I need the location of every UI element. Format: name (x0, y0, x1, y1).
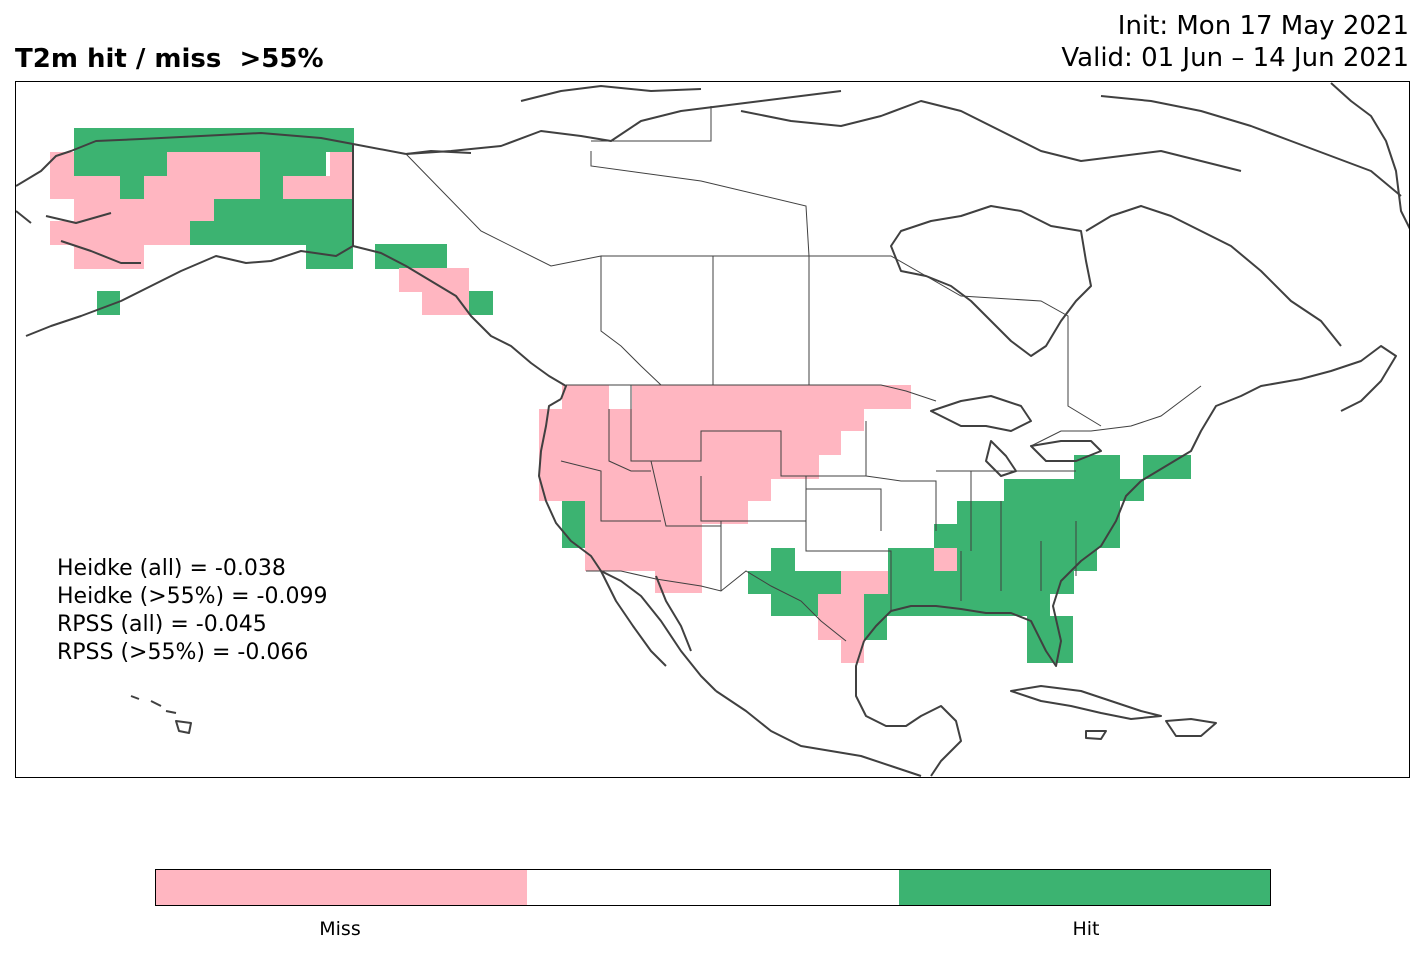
forecast-cells (50, 128, 1191, 663)
hit-cell (97, 291, 120, 315)
hit-cell (864, 594, 1050, 616)
miss-cell (539, 455, 819, 479)
baja-coast (600, 570, 692, 667)
hit-cell (888, 548, 1097, 571)
hit-cell (748, 571, 841, 594)
mexico-coast (715, 690, 922, 777)
arctic-coast (405, 85, 1402, 197)
miss-cell (50, 176, 120, 199)
hit-cell (74, 152, 167, 176)
colorbar (155, 869, 1271, 906)
jamaica (1085, 730, 1107, 740)
canada-provinces (405, 106, 1102, 427)
west-coast (538, 398, 717, 692)
hit-cell (771, 548, 795, 571)
hit-cell (306, 245, 353, 269)
miss-cell (283, 176, 353, 199)
us-states (560, 385, 1077, 611)
hit-cell (260, 176, 283, 199)
valid-range: Valid: 01 Jun – 14 Jun 2021 (1061, 43, 1409, 73)
cuba (1010, 685, 1162, 720)
miss-cell (818, 616, 864, 640)
init-date: Init: Mon 17 May 2021 (1117, 11, 1409, 41)
miss-cell (585, 548, 702, 571)
miss-cell (585, 524, 702, 548)
miss-cell (167, 152, 260, 199)
us-canada-border (566, 384, 1202, 447)
hit-cell (190, 221, 353, 245)
miss-cell (562, 385, 609, 409)
miss-cell (50, 221, 190, 245)
alaska-coast (16, 132, 472, 337)
hit-cell (1027, 640, 1073, 663)
miss-cell (585, 501, 748, 524)
labrador-coast (1085, 205, 1342, 347)
rpss-all: RPSS (all) = -0.045 (57, 612, 267, 637)
miss-cell (632, 385, 911, 409)
greenland-coast (1330, 82, 1409, 230)
hispaniola (1165, 718, 1217, 737)
colorbar-hit-label: Hit (1072, 918, 1100, 940)
map-panel (15, 81, 1410, 778)
miss-cell (330, 152, 353, 176)
hit-cell (1004, 479, 1144, 501)
miss-cell (539, 409, 864, 431)
hawaii (130, 695, 192, 734)
hit-cell (120, 176, 144, 199)
us-mexico-border (586, 570, 847, 642)
miss-cell (539, 479, 771, 501)
hit-cell (260, 152, 326, 176)
miss-cell (818, 594, 864, 616)
east-coast (1140, 345, 1397, 482)
miss-cell (841, 571, 888, 594)
miss-cell (144, 176, 167, 199)
colorbar-hit-segment (898, 870, 1270, 905)
colorbar-miss-label: Miss (319, 918, 361, 940)
hit-cell (957, 501, 1120, 524)
hit-cell (562, 501, 585, 548)
hit-cell (214, 199, 353, 221)
map-svg (16, 82, 1409, 777)
skill-scores: Heidke (all) = -0.038 Heidke (>55%) = -0… (57, 555, 327, 667)
plot-title: T2m hit / miss >55% (15, 44, 324, 74)
miss-cell (934, 548, 957, 571)
date-info: Init: Mon 17 May 2021 Valid: 01 Jun – 14… (1061, 10, 1409, 74)
colorbar-miss-segment (156, 870, 528, 905)
hudson-bay (890, 205, 1092, 357)
gulf-coast (855, 480, 1142, 777)
political-borders (352, 106, 1202, 642)
hit-cell (888, 571, 1074, 594)
colorbar-neutral-segment (527, 870, 899, 905)
bc-coast (352, 245, 567, 400)
rpss-55: RPSS (>55%) = -0.066 (57, 640, 309, 665)
hit-cell (469, 291, 493, 315)
miss-cell (50, 152, 74, 176)
miss-cell (74, 199, 214, 221)
heidke-all: Heidke (all) = -0.038 (57, 556, 286, 581)
miss-cell (399, 268, 469, 292)
miss-cell (539, 431, 841, 455)
great-lakes (930, 395, 1102, 477)
hit-cell (934, 524, 1120, 548)
coastlines (16, 82, 1409, 777)
heidke-55: Heidke (>55%) = -0.099 (57, 584, 328, 609)
